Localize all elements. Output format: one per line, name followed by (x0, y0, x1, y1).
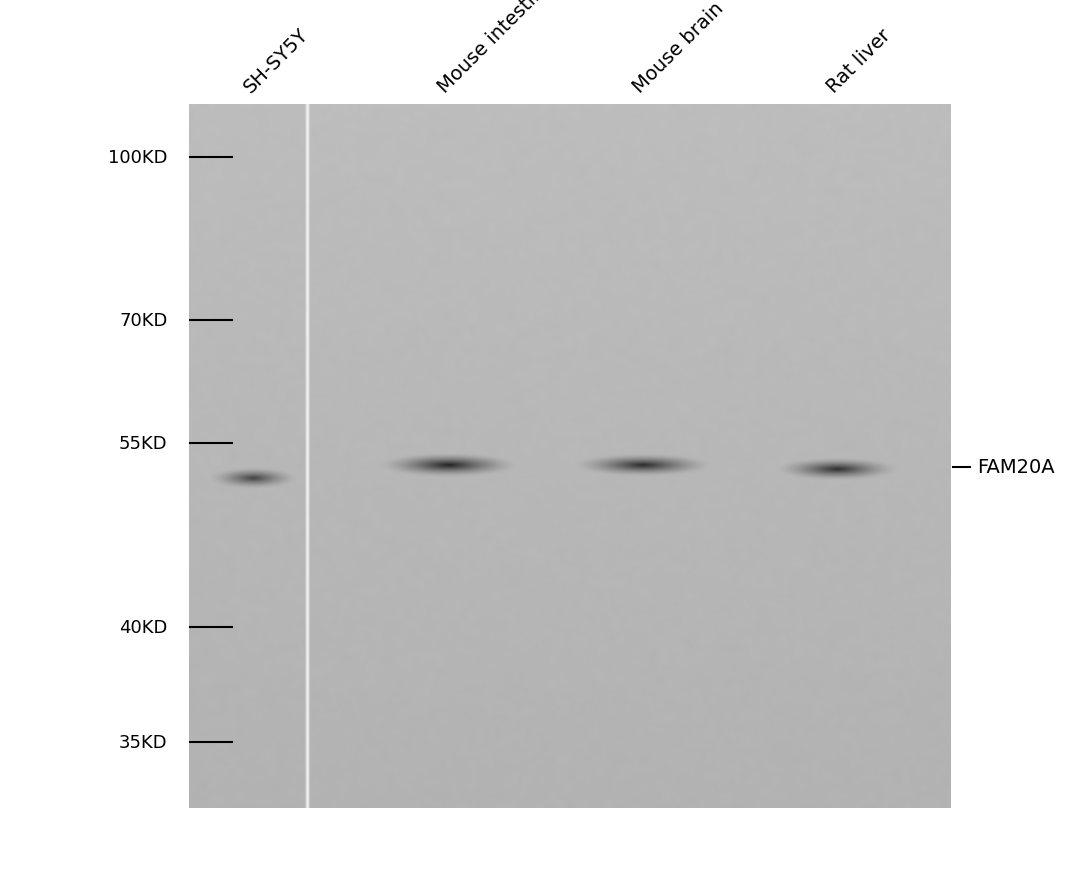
Text: 70KD: 70KD (119, 312, 167, 329)
Text: Mouse brain: Mouse brain (630, 0, 727, 97)
Text: FAM20A: FAM20A (977, 457, 1055, 477)
Text: 100KD: 100KD (108, 149, 167, 167)
Text: 35KD: 35KD (119, 733, 167, 751)
Text: Rat liver: Rat liver (824, 25, 894, 97)
Text: SH-SY5Y: SH-SY5Y (241, 25, 312, 97)
Text: 55KD: 55KD (119, 435, 167, 452)
Text: Mouse intestine: Mouse intestine (435, 0, 557, 97)
Text: 40KD: 40KD (119, 619, 167, 637)
